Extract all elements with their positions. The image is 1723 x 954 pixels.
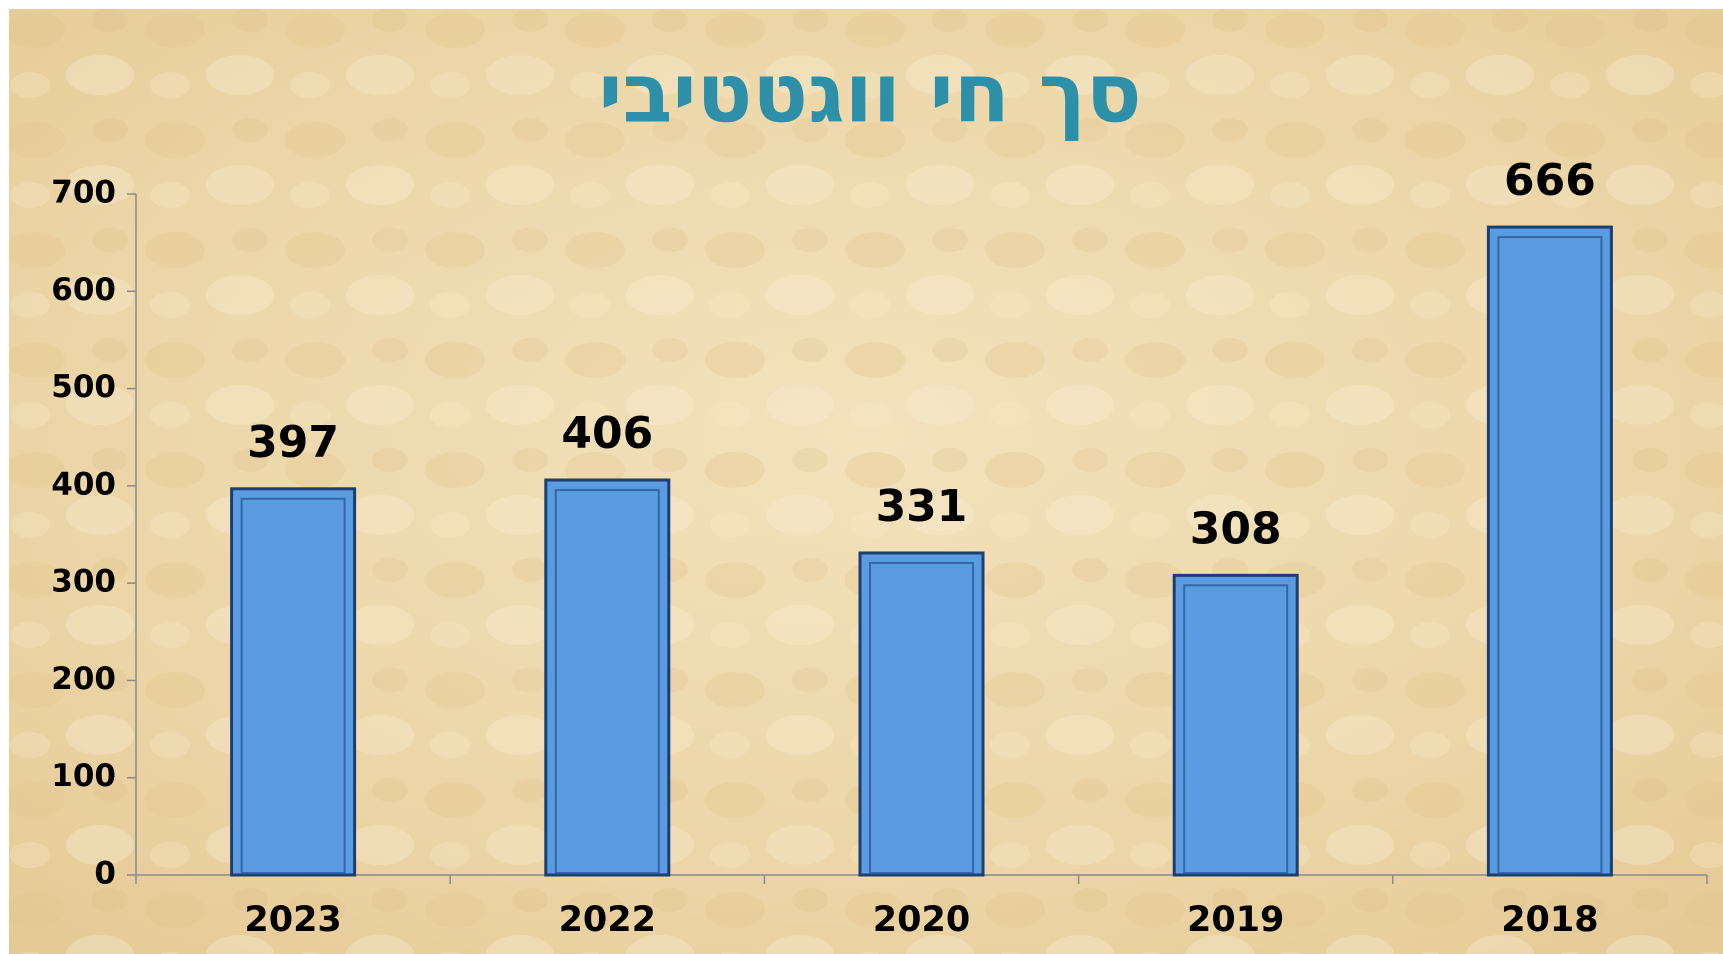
data-label: 666 — [1504, 155, 1596, 206]
y-tick-label: 300 — [51, 564, 116, 600]
y-tick-label: 100 — [51, 758, 116, 794]
bar — [1172, 573, 1299, 877]
bar-bevel — [240, 497, 346, 874]
data-label: 397 — [247, 417, 339, 468]
bar — [544, 478, 671, 877]
y-tick-label: 400 — [51, 466, 116, 502]
bar — [230, 487, 357, 877]
x-tick-label: 2020 — [873, 900, 970, 940]
bar-bevel — [1497, 236, 1603, 874]
y-tick-label: 700 — [51, 175, 116, 211]
data-label: 406 — [561, 408, 653, 459]
y-tick-label: 500 — [51, 369, 116, 405]
x-tick-label: 2023 — [244, 900, 341, 940]
bar-group — [1172, 573, 1299, 877]
bar-group — [230, 487, 357, 877]
data-label: 331 — [876, 481, 968, 532]
x-tick-label: 2019 — [1187, 900, 1284, 940]
x-tick-label: 2022 — [559, 900, 656, 940]
data-label: 308 — [1190, 503, 1282, 554]
bar — [1486, 225, 1613, 877]
chart-title: סך חי ווגטטיבי — [598, 46, 1141, 141]
bar-group — [858, 551, 985, 877]
bar — [858, 551, 985, 877]
bar-group — [544, 478, 671, 877]
bar-group — [1486, 225, 1613, 877]
bar-bevel — [554, 489, 660, 874]
bar-bevel — [869, 561, 974, 875]
y-tick-label: 200 — [51, 661, 116, 697]
y-tick-label: 600 — [51, 272, 116, 308]
y-tick-label: 0 — [94, 856, 116, 892]
bar-bevel — [1183, 584, 1289, 874]
x-tick-label: 2018 — [1501, 900, 1598, 940]
